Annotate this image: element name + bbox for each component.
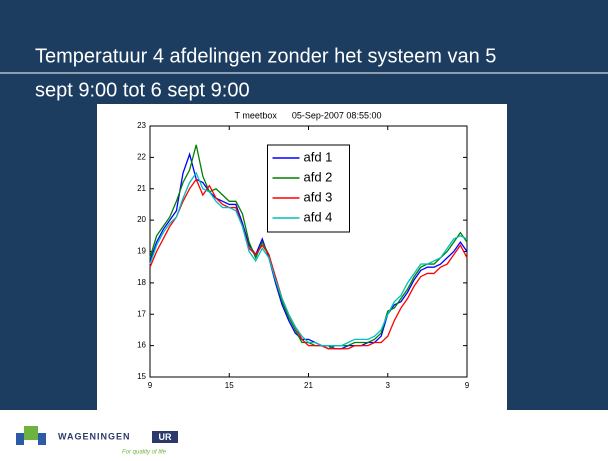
y-tick-label: 21 (137, 184, 146, 193)
series-line (149, 152, 468, 350)
y-tick-label: 16 (137, 341, 146, 350)
y-tick-label: 20 (137, 215, 146, 224)
chart-title: T meetbox 05-Sep-2007 08:55:00 (235, 110, 382, 120)
logo: WAGENINGEN UR For quality of life (16, 426, 178, 456)
y-tick-label: 15 (137, 372, 146, 381)
logo-mark (16, 433, 24, 445)
slide-title: sept 9:00 tot 6 sept 9:00 (35, 79, 250, 101)
logo-mark (24, 426, 38, 440)
x-tick-label: 15 (225, 381, 234, 390)
legend-label: afd 2 (304, 169, 333, 184)
y-tick-label: 19 (137, 247, 146, 256)
y-tick-label: 23 (137, 121, 146, 130)
x-tick-label: 9 (465, 381, 470, 390)
series-line (149, 171, 468, 347)
logo-mark (38, 433, 46, 445)
legend-label: afd 3 (304, 189, 333, 204)
series-line (149, 178, 468, 350)
logo-suffix: UR (159, 432, 172, 442)
logo-tagline: For quality of life (122, 450, 167, 456)
x-tick-label: 3 (386, 381, 391, 390)
x-tick-label: 21 (304, 381, 313, 390)
footer-background (0, 410, 608, 461)
y-tick-label: 22 (137, 152, 146, 161)
slide-title: Temperatuur 4 afdelingen zonder het syst… (35, 45, 496, 67)
y-tick-label: 17 (137, 309, 146, 318)
x-tick-label: 9 (148, 381, 153, 390)
legend-label: afd 4 (304, 209, 333, 224)
logo-name: WAGENINGEN (58, 431, 131, 441)
y-tick-label: 18 (137, 278, 146, 287)
logo-box (152, 431, 178, 443)
legend-label: afd 1 (304, 149, 333, 164)
